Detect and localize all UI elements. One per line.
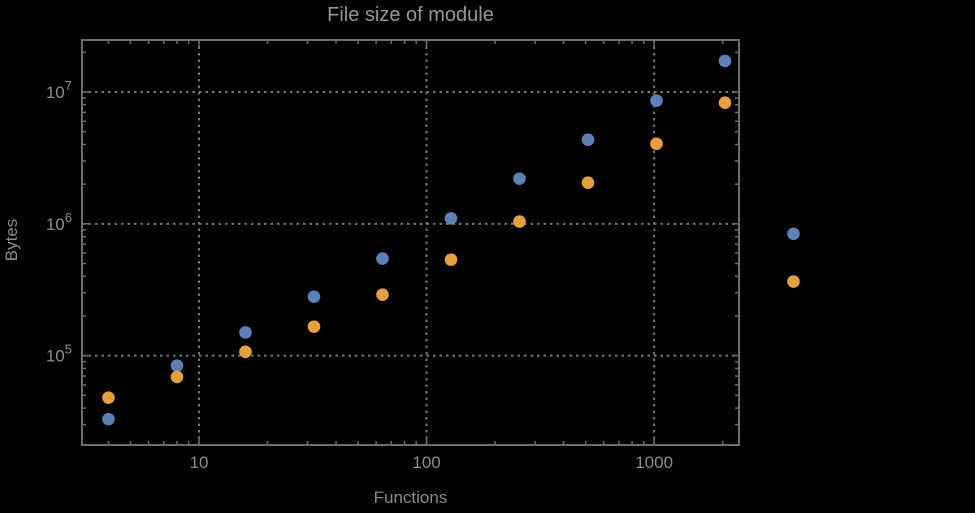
chart-title: File size of module [327,4,494,26]
x-tick-label: 10 [190,453,209,472]
y-axis-label: Bytes [2,218,21,262]
series-orange-points [102,96,800,404]
y-tick-label: 106 [46,210,72,234]
data-point-blue [444,212,458,225]
data-point-blue [581,133,595,146]
data-point-blue [102,412,115,426]
data-point-blue [170,359,184,372]
y-tick-labels: 105 106 107 [46,78,72,366]
tick-marks [82,40,739,445]
plot-frame [81,39,740,446]
data-point-orange [444,253,458,266]
data-point-orange [787,275,800,288]
y-tick-label: 107 [46,78,72,102]
data-point-orange [307,320,321,333]
data-point-blue [376,252,389,265]
data-point-blue [307,290,321,304]
data-point-blue [513,172,526,185]
gridlines [82,40,739,445]
data-point-orange [513,215,526,228]
x-tick-label: 1000 [635,453,673,472]
data-point-orange [376,288,389,301]
data-point-blue [239,326,252,339]
data-point-orange [102,391,115,404]
data-point-blue [787,227,800,241]
data-point-orange [718,96,732,109]
data-point-blue [718,54,732,68]
data-point-blue [650,94,663,107]
data-point-orange [239,345,252,359]
data-point-orange [650,137,663,151]
x-tick-labels: 10 100 1000 [190,453,673,472]
x-tick-label: 100 [412,453,440,472]
frame-border [81,39,740,446]
data-point-orange [170,370,184,384]
data-point-orange [581,176,595,190]
series-blue-points [102,54,800,426]
y-tick-label: 105 [46,342,72,366]
x-axis-label: Functions [373,488,448,507]
